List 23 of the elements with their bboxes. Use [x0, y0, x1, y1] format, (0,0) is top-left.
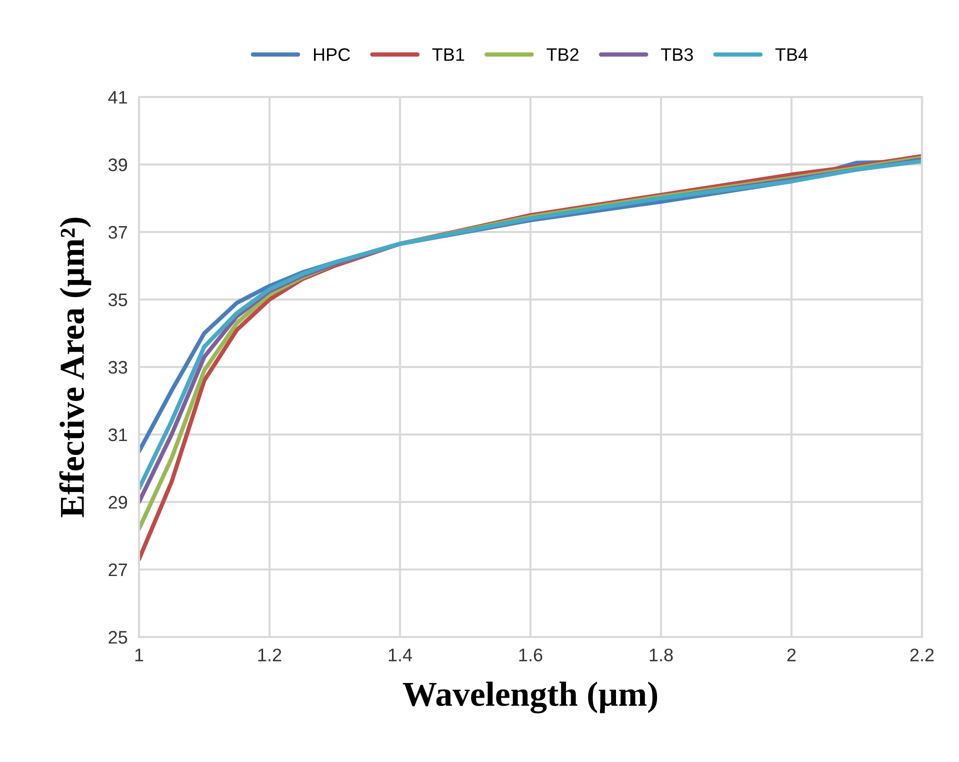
- y-tick-label: 29: [108, 496, 128, 509]
- y-tick-label: 25: [108, 630, 128, 644]
- x-tick-label: 1.2: [258, 648, 282, 662]
- y-tick-label: 31: [108, 428, 128, 442]
- y-tick-label: 41: [108, 91, 128, 104]
- x-axis-title: Wavelength (µm): [402, 682, 658, 714]
- x-tick-label: 2: [787, 648, 796, 662]
- x-tick-label: 1: [135, 648, 144, 662]
- y-tick-label: 27: [108, 563, 127, 576]
- legend-label: TB2: [546, 48, 578, 61]
- legend-label: TB1: [432, 48, 464, 61]
- x-tick-label: 1.4: [388, 648, 412, 662]
- x-tick-label: 1.8: [650, 648, 673, 662]
- legend-label: TB4: [775, 48, 808, 61]
- legend-label: HPC: [314, 48, 350, 61]
- y-tick-label: 35: [108, 293, 128, 306]
- legend-label: TB3: [661, 48, 693, 61]
- x-tick-label: 2.2: [910, 648, 934, 662]
- y-tick-label: 33: [108, 360, 128, 374]
- y-tick-label: 39: [108, 158, 128, 172]
- x-tick-label: 1.6: [519, 648, 542, 662]
- y-tick-label: 37: [108, 226, 127, 239]
- y-axis-title: Effective Area (µm²): [59, 218, 92, 518]
